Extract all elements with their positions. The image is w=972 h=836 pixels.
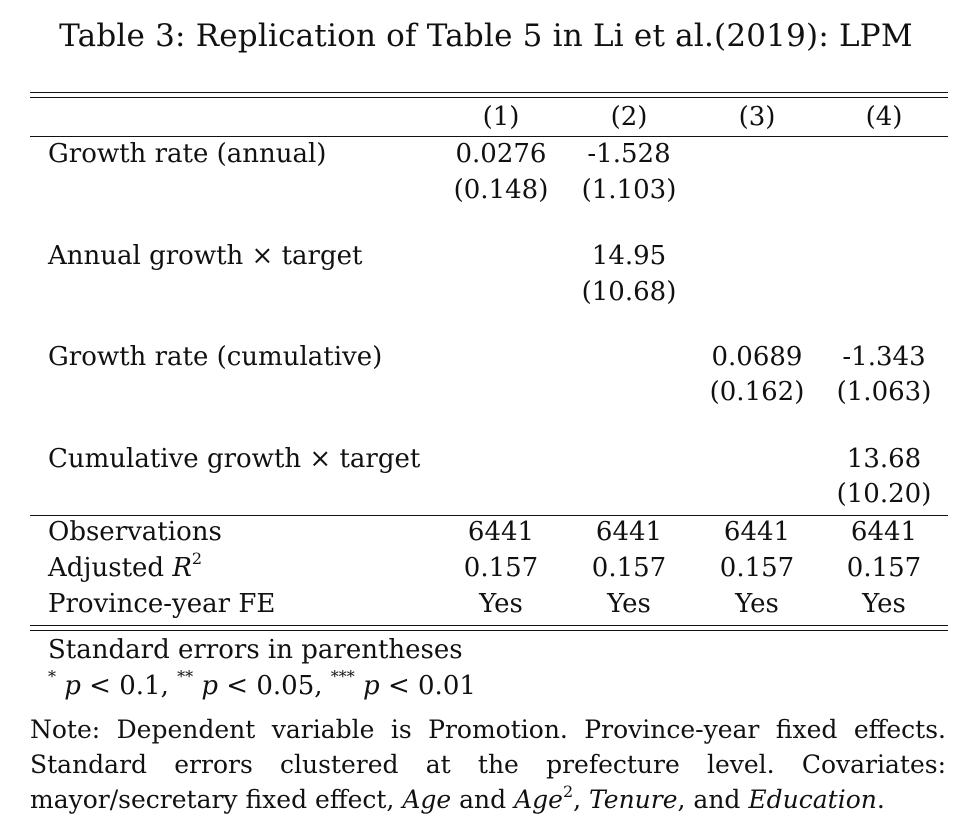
footnote-significance: * p < 0.1, ** p < 0.05, *** p < 0.01 [48,669,476,701]
col-header-2: (2) [610,102,648,132]
stat-cell: 6441 [850,517,918,547]
star-2: ** [177,667,194,687]
top-rule-inner [30,97,948,98]
col-header-3: (3) [738,102,776,132]
p-symbol: p [201,671,219,701]
stat-cell: Yes [607,589,651,619]
se-cell: (0.162) [709,377,805,407]
p-symbol: p [363,671,380,701]
coef-cell: 14.95 [591,241,667,271]
stat-cell: 0.157 [463,553,539,583]
table-title: Table 3: Replication of Table 5 in Li et… [59,18,913,54]
stats-rule [30,515,948,516]
row-label-growth-cumulative: Growth rate (cumulative) [48,342,383,372]
stat-cell: 0.157 [719,553,795,583]
note-text: Note: Dependent variable is Promotion. P… [30,715,946,814]
row-label-annual-growth-target: Annual growth × target [48,241,363,271]
note-age-squared: Age [514,785,563,814]
stat-cell: 0.157 [591,553,667,583]
stat-cell: 0.157 [846,553,922,583]
footnote-standard-errors: Standard errors in parentheses [48,635,463,665]
bottom-rule-outer [30,630,948,631]
header-rule [30,136,948,137]
coef-cell: 0.0276 [455,139,547,169]
note-and: and [451,785,515,814]
row-label-cumulative-growth-target: Cumulative growth × target [48,444,421,474]
table-note: Note: Dependent variable is Promotion. P… [30,712,946,817]
stat-label-var: R [172,553,192,583]
se-cell: (1.103) [581,175,677,205]
stat-label-prefix: Adjusted [48,553,173,583]
coef-cell: 13.68 [846,444,922,474]
coef-cell: 0.0689 [711,342,803,372]
stat-cell: 6441 [723,517,791,547]
stat-cell: 6441 [595,517,663,547]
se-cell: (1.063) [836,377,932,407]
stat-cell: Yes [862,589,906,619]
note-end: . [876,785,885,814]
star-3: *** [330,667,355,687]
stat-cell: Yes [735,589,779,619]
stat-cell: Yes [479,589,523,619]
note-tenure: Tenure [589,785,678,814]
coef-cell: -1.528 [587,139,671,169]
stat-label-province-year-fe: Province-year FE [48,589,276,619]
col-header-4: (4) [865,102,903,132]
stat-label-sup: 2 [191,549,203,569]
note-comma: , [573,785,590,814]
threshold-2: < 0.05, [218,671,331,701]
note-age: Age [402,785,452,814]
stat-label-adjusted-r2: Adjusted R2 [48,551,202,583]
col-header-1: (1) [482,102,520,132]
note-and-2: , and [677,785,749,814]
note-age-squared-sup: 2 [562,781,574,801]
stat-label-observations: Observations [48,517,222,547]
se-cell: (10.20) [836,479,932,509]
se-cell: (10.68) [581,277,677,307]
note-education: Education [748,785,877,814]
bottom-rule-inner [30,625,948,626]
star-1: * [48,667,56,687]
coef-cell: -1.343 [842,342,926,372]
threshold-3: < 0.01 [379,671,476,701]
row-label-growth-annual: Growth rate (annual) [48,139,327,169]
threshold-1: < 0.1, [80,671,178,701]
p-symbol: p [64,671,81,701]
se-cell: (0.148) [453,175,549,205]
stat-cell: 6441 [467,517,535,547]
top-rule-outer [30,92,948,93]
